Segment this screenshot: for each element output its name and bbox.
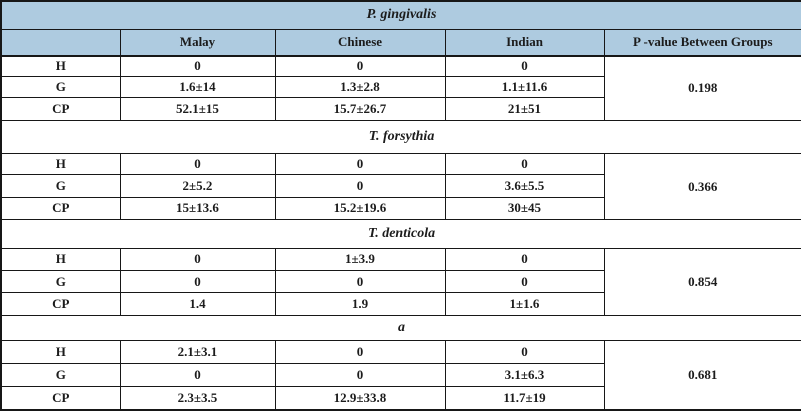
table-row: H 0 0 0 0.198 [0, 55, 801, 121]
value-cell: 0 [274, 362, 446, 387]
value-cell: 1±1.6 [444, 292, 605, 316]
value-cell: 15.7±26.7 [274, 97, 446, 121]
row-label: G [0, 362, 121, 387]
value-cell: 0 [119, 153, 276, 176]
row-label: H [0, 247, 121, 272]
value-cell: 3.6±5.5 [444, 174, 605, 198]
section-title-p-gingivalis: P. gingivalis [0, 0, 801, 30]
value-cell: 0 [444, 247, 605, 272]
value-cell: 15±13.6 [119, 196, 276, 221]
value-cell: 1.4 [119, 292, 276, 316]
value-cell: 1±3.9 [274, 247, 446, 272]
column-header-malay: Malay [119, 28, 276, 57]
column-header-p-value: P -value Between Groups [603, 28, 801, 57]
table-row: G 1.6±14 1.3±2.8 1.1±11.6 [0, 75, 801, 99]
column-header-indian: Indian [444, 28, 605, 57]
row-label: G [0, 75, 121, 99]
value-cell: 0 [274, 55, 446, 77]
section-title-t-forsythia: T. forsythia [0, 119, 801, 155]
value-cell: 0 [444, 270, 605, 294]
value-cell: 1.3±2.8 [274, 75, 446, 99]
table-row: G 0 0 3.1±6.3 [0, 362, 801, 387]
p-value-cell: 0.366 [603, 153, 801, 221]
value-cell: 3.1±6.3 [444, 362, 605, 387]
column-header-blank [0, 28, 121, 57]
value-cell: 0 [119, 247, 276, 272]
table-row: H 2.1±3.1 0 0 0.681 [0, 340, 801, 411]
row-label: H [0, 153, 121, 176]
value-cell: 0 [119, 55, 276, 77]
table-row: G 0 0 0 [0, 270, 801, 294]
value-cell: 1.6±14 [119, 75, 276, 99]
value-cell: 1.1±11.6 [444, 75, 605, 99]
value-cell: 0 [119, 362, 276, 387]
value-cell: 0 [274, 270, 446, 294]
value-cell: 11.7±19 [444, 385, 605, 411]
table-row: H 0 1±3.9 0 0.854 [0, 247, 801, 316]
row-label: G [0, 270, 121, 294]
row-label: CP [0, 196, 121, 221]
value-cell: 15.2±19.6 [274, 196, 446, 221]
row-label: H [0, 340, 121, 364]
section-title-t-denticola: T. denticola [0, 219, 801, 249]
table-row: CP 2.3±3.5 12.9±33.8 11.7±19 [0, 385, 801, 411]
column-header-chinese: Chinese [274, 28, 446, 57]
p-value-cell: 0.198 [603, 55, 801, 121]
value-cell: 2.1±3.1 [119, 340, 276, 364]
row-label: CP [0, 97, 121, 121]
section-title-a: a [0, 314, 801, 342]
table-row: G 2±5.2 0 3.6±5.5 [0, 174, 801, 198]
table-row: H 0 0 0 0.366 [0, 153, 801, 221]
value-cell: 1.9 [274, 292, 446, 316]
value-cell: 52.1±15 [119, 97, 276, 121]
value-cell: 21±51 [444, 97, 605, 121]
value-cell: 0 [444, 55, 605, 77]
row-label: G [0, 174, 121, 198]
row-label: CP [0, 385, 121, 411]
value-cell: 2.3±3.5 [119, 385, 276, 411]
value-cell: 0 [119, 270, 276, 294]
table-row: CP 52.1±15 15.7±26.7 21±51 [0, 97, 801, 121]
row-label: H [0, 55, 121, 77]
value-cell: 0 [274, 174, 446, 198]
value-cell: 0 [274, 153, 446, 176]
row-label: CP [0, 292, 121, 316]
p-value-cell: 0.854 [603, 247, 801, 316]
table-row: CP 15±13.6 15.2±19.6 30±45 [0, 196, 801, 221]
table-row: CP 1.4 1.9 1±1.6 [0, 292, 801, 316]
value-cell: 2±5.2 [119, 174, 276, 198]
value-cell: 0 [444, 340, 605, 364]
p-value-cell: 0.681 [603, 340, 801, 411]
value-cell: 0 [274, 340, 446, 364]
value-cell: 12.9±33.8 [274, 385, 446, 411]
value-cell: 30±45 [444, 196, 605, 221]
value-cell: 0 [444, 153, 605, 176]
